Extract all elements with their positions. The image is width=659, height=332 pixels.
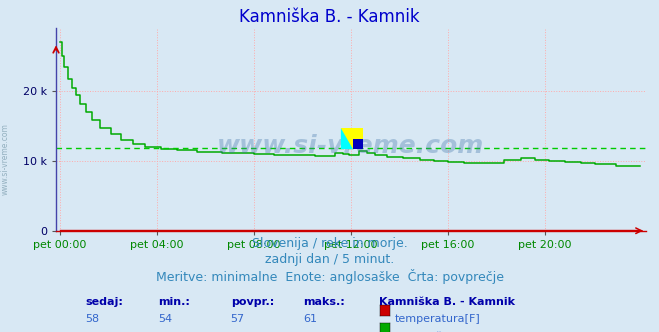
Text: www.si-vreme.com: www.si-vreme.com [1,124,10,195]
Text: 61: 61 [303,314,317,324]
Text: Kamniška B. - Kamnik: Kamniška B. - Kamnik [239,8,420,26]
Bar [353,139,363,149]
Text: povpr.:: povpr.: [231,297,274,307]
Text: Slovenija / reke in morje.: Slovenija / reke in morje. [252,237,407,250]
Text: 58: 58 [86,314,100,324]
Bar [341,128,363,149]
Text: temperatura[F]: temperatura[F] [395,314,480,324]
Text: www.si-vreme.com: www.si-vreme.com [217,134,484,158]
Text: Kamniška B. - Kamnik: Kamniška B. - Kamnik [379,297,515,307]
Text: 54: 54 [158,314,172,324]
Text: 57: 57 [231,314,244,324]
Text: min.:: min.: [158,297,190,307]
Text: maks.:: maks.: [303,297,345,307]
Text: zadnji dan / 5 minut.: zadnji dan / 5 minut. [265,253,394,266]
Text: sedaj:: sedaj: [86,297,123,307]
Text: Meritve: minimalne  Enote: anglosaške  Črta: povprečje: Meritve: minimalne Enote: anglosaške Črt… [156,269,503,284]
Polygon shape [341,128,353,149]
